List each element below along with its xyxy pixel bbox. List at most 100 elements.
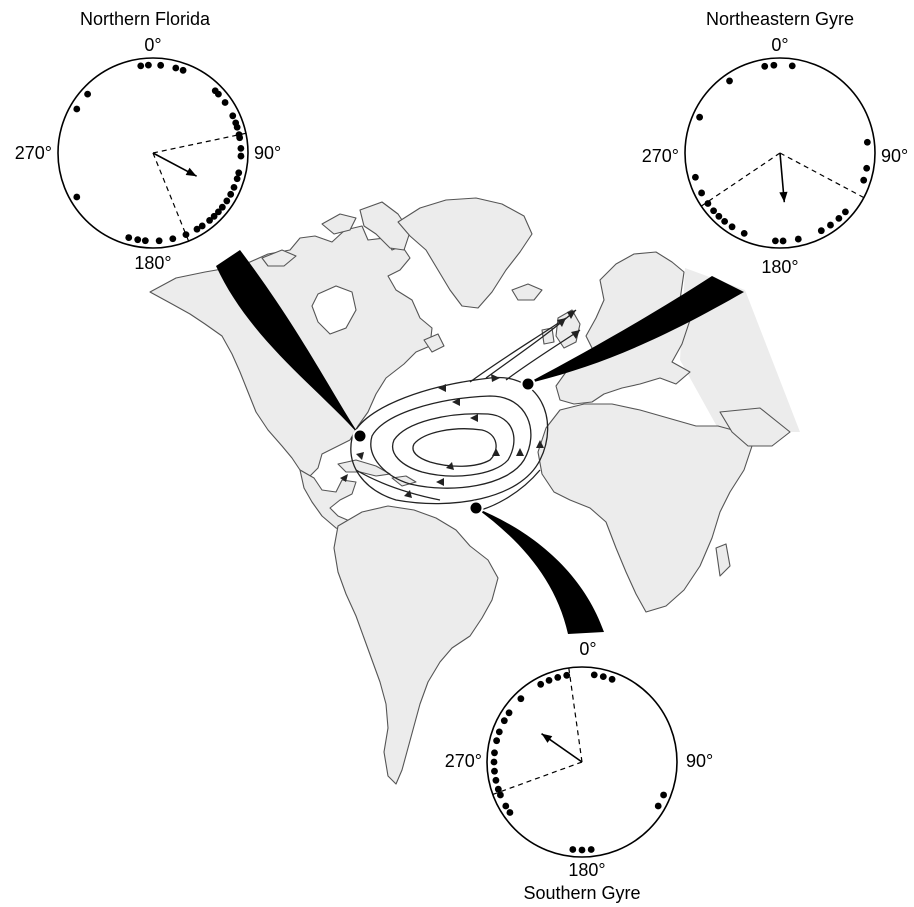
heading-dot-9 — [502, 802, 510, 810]
heading-dot-0 — [590, 671, 598, 679]
mean-vector-arrowhead — [185, 167, 197, 177]
heading-dot-0 — [137, 62, 145, 70]
heading-dot-28 — [155, 237, 163, 245]
heading-dot-7 — [569, 846, 577, 853]
heading-dot-27 — [169, 235, 177, 243]
south-america-landmass — [333, 505, 499, 785]
plot-marks — [692, 61, 871, 245]
label-270-deg: 270° — [15, 143, 52, 163]
baffin-island — [359, 201, 411, 251]
africa-landmass — [537, 403, 753, 613]
heading-dot-23 — [206, 217, 213, 224]
confidence-line-0 — [152, 132, 247, 154]
southern-gyre-pointer — [476, 508, 604, 634]
mean-vector-arrowhead — [779, 191, 788, 203]
label-270-deg: 270° — [445, 751, 482, 771]
confidence-line-1 — [568, 667, 583, 763]
madagascar-island — [715, 543, 731, 577]
circular-plot-southern-gyre: 0° 90° 180° 270° Southern Gyre — [445, 639, 713, 903]
heading-dot-13 — [491, 767, 498, 775]
heading-dot-25 — [193, 225, 201, 233]
heading-dot-3 — [863, 138, 871, 146]
mean-vector-arrowhead — [541, 733, 553, 743]
heading-dot-12 — [771, 237, 779, 245]
heading-dot-5 — [587, 846, 595, 853]
newfoundland-island — [423, 333, 445, 353]
heading-dot-24 — [198, 222, 206, 230]
heading-dot-4 — [179, 66, 187, 74]
confidence-line-1 — [700, 152, 781, 207]
heading-dot-32 — [73, 193, 81, 201]
heading-dot-2 — [608, 675, 616, 683]
label-270-deg: 270° — [642, 146, 679, 166]
site-marker-northern-florida — [352, 428, 368, 444]
heading-dot-8 — [827, 221, 834, 229]
heading-dot-34 — [84, 90, 92, 98]
heading-dot-8 — [506, 809, 514, 816]
plot-marks — [490, 667, 667, 854]
heading-dot-21 — [214, 208, 222, 216]
site-marker-northeastern-gyre — [520, 376, 536, 392]
heading-dot-6 — [841, 208, 849, 216]
heading-dot-20 — [218, 203, 226, 211]
label-90-deg: 90° — [686, 751, 713, 771]
heading-dot-2 — [788, 62, 796, 70]
heading-dot-6 — [214, 90, 222, 98]
heading-dot-15 — [235, 169, 243, 177]
northeastern-gyre-pointer — [526, 276, 744, 384]
heading-dot-15 — [491, 749, 498, 757]
heading-dot-16 — [715, 212, 723, 220]
heading-dot-4 — [654, 802, 662, 810]
site-marker-southern-gyre — [468, 500, 484, 516]
heading-dot-18 — [227, 190, 235, 198]
british-isles — [555, 309, 581, 349]
heading-dot-17 — [710, 207, 717, 215]
heading-dot-10 — [497, 791, 504, 799]
heading-dot-10 — [233, 123, 241, 131]
heading-dot-3 — [172, 64, 180, 72]
heading-dot-21 — [696, 113, 704, 121]
heading-dot-21 — [537, 680, 545, 688]
site-markers — [352, 376, 536, 516]
heading-dot-12 — [492, 776, 500, 784]
heading-dot-14 — [490, 758, 498, 766]
iceland-island — [511, 283, 543, 301]
middle-east-landmass — [719, 407, 791, 447]
heading-dot-6 — [578, 846, 586, 854]
label-180-deg: 180° — [761, 257, 798, 277]
heading-dot-22 — [726, 77, 733, 85]
heading-dot-12 — [236, 134, 244, 142]
confidence-line-0 — [779, 152, 865, 199]
plot-title: Southern Gyre — [523, 883, 640, 903]
circular-plot-northeastern-gyre: Northeastern Gyre 0° 90° 180° 270° — [642, 9, 908, 277]
heading-dot-17 — [495, 728, 503, 736]
heading-dot-15 — [721, 217, 729, 225]
heading-dot-13 — [237, 144, 245, 152]
heading-dot-20 — [692, 173, 699, 181]
heading-dot-18 — [704, 200, 712, 207]
heading-dot-14 — [237, 152, 245, 160]
heading-dot-16 — [493, 737, 501, 745]
heading-dot-19 — [223, 197, 231, 205]
heading-dot-4 — [863, 164, 871, 172]
label-90-deg: 90° — [254, 143, 281, 163]
heading-dot-24 — [563, 671, 571, 679]
heading-dot-16 — [233, 175, 241, 183]
heading-dot-13 — [740, 229, 748, 237]
heading-dot-8 — [229, 112, 237, 120]
hudson-bay — [311, 285, 357, 335]
heading-dot-7 — [835, 214, 843, 222]
arctic-island-1 — [261, 249, 297, 267]
heading-dot-1 — [770, 61, 778, 69]
label-90-deg: 90° — [881, 146, 908, 166]
confidence-line-0 — [492, 761, 583, 796]
label-0-deg: 0° — [144, 35, 161, 55]
heading-dot-26 — [182, 231, 190, 238]
heading-dot-3 — [660, 791, 667, 799]
circular-plot-northern-florida: Northern Florida 0° 90° 180° 270° — [15, 9, 281, 273]
label-0-deg: 0° — [579, 639, 596, 659]
plot-title: Northern Florida — [80, 9, 211, 29]
heading-dot-19 — [505, 709, 513, 717]
plot-pointers — [216, 250, 744, 634]
greenland-landmass — [397, 197, 533, 309]
